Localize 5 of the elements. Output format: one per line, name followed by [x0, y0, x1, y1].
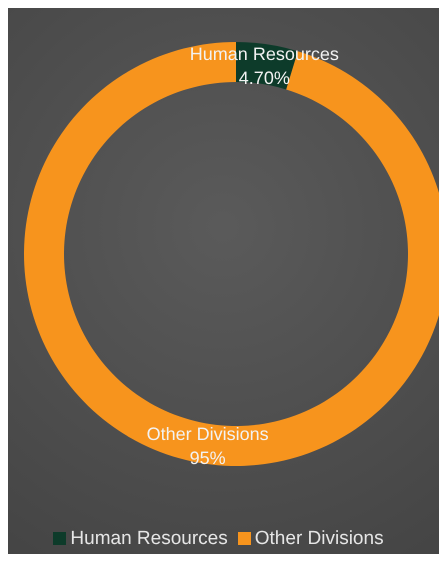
legend-label: Human Resources [70, 528, 228, 549]
slice-label: Other Divisions [146, 424, 269, 444]
legend-label: Other Divisions [254, 528, 384, 549]
data-label: 4.70% [238, 68, 290, 88]
data-label: 95% [190, 448, 226, 468]
